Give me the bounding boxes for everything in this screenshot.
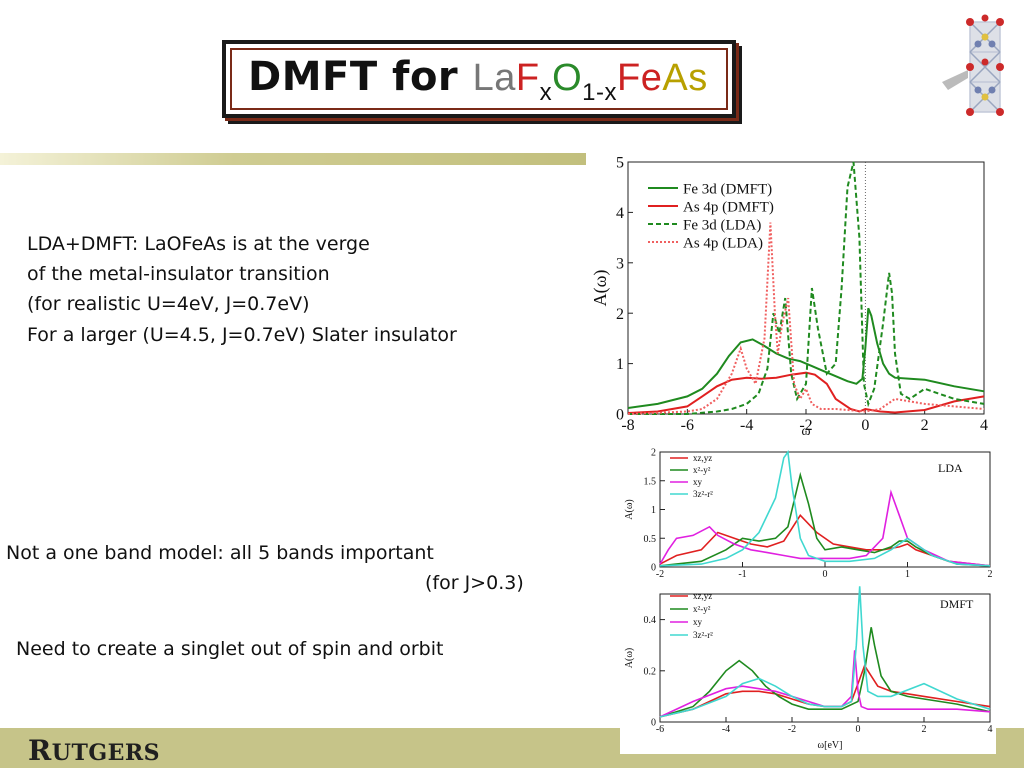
series-line	[659, 489, 991, 567]
y-tick-label: 0	[616, 407, 624, 424]
slide-title: DMFT for LaFxO1-xFeAs	[248, 54, 708, 107]
legend-label: Fe 3d (DMFT)	[683, 181, 772, 197]
text-line: (for J>0.3)	[425, 572, 524, 594]
series-line	[659, 586, 991, 718]
x-tick-label: 2	[921, 417, 929, 434]
rutgers-logo: RUTGERS	[28, 734, 161, 767]
title-box: DMFT for LaFxO1-xFeAs	[222, 40, 736, 118]
x-tick-label: -6	[656, 724, 664, 735]
series-line	[627, 371, 985, 414]
y-tick-label: 0.2	[644, 666, 657, 677]
dos-chart-dmft-orbital: -6 -4 -2 0 2 4 0 0.2 0.4 xz,yz x²-y² xy 3z²-r² A(ω) ω[…	[620, 586, 996, 754]
legend-label: x²-y²	[693, 604, 711, 614]
x-tick-label: -4	[740, 417, 753, 434]
legend-label: 3z²-r²	[693, 630, 713, 640]
y-tick-label: 0.4	[644, 615, 657, 626]
x-tick-label: -6	[681, 417, 694, 434]
formula-sub-x: x	[539, 79, 553, 106]
panel-title: LDA	[938, 461, 963, 475]
text-line: (for realistic U=4eV, J=0.7eV)	[27, 293, 310, 315]
x-tick-label: 1	[905, 569, 910, 580]
y-axis-label: A(ω)	[624, 499, 635, 519]
formula: LaFxO1-xFeAs	[472, 57, 708, 106]
series-line	[627, 307, 985, 409]
y-tick-label: 1.5	[644, 476, 657, 487]
x-tick-label: 4	[988, 724, 993, 735]
legend-label: x²-y²	[693, 465, 711, 475]
y-tick-label: 2	[616, 306, 624, 323]
y-tick-label: 5	[616, 155, 624, 172]
title-inner-border	[230, 48, 728, 110]
formula-sub-1x: 1-x	[582, 79, 617, 106]
series-line	[659, 514, 991, 567]
x-tick-label: 4	[980, 417, 988, 434]
legend-label: Fe 3d (LDA)	[683, 217, 761, 233]
x-tick-label: -2	[788, 724, 796, 735]
text-line: LDA+DMFT: LaOFeAs is at the verge	[27, 233, 370, 255]
x-axis-label: ω[eV]	[818, 740, 843, 751]
legend-label: xz,yz	[693, 453, 712, 463]
y-axis-label: A(ω)	[590, 270, 611, 307]
x-tick-label: -2	[656, 569, 664, 580]
formula-la: La	[472, 57, 516, 99]
y-tick-label: 0	[651, 563, 656, 574]
series-line	[659, 650, 991, 718]
y-axis-label: A(ω)	[624, 648, 635, 668]
text-line: For a larger (U=4.5, J=0.7eV) Slater ins…	[27, 324, 457, 346]
text-line: Need to create a singlet out of spin and…	[16, 638, 444, 660]
formula-as: As	[662, 57, 708, 99]
legend-label: As 4p (LDA)	[683, 235, 763, 251]
y-tick-label: 0	[651, 718, 656, 729]
x-tick-label: 2	[988, 569, 993, 580]
formula-o: O	[552, 57, 583, 99]
x-tick-label: 0	[861, 417, 869, 434]
legend-label: xz,yz	[693, 591, 712, 601]
text-line: Not a one band model: all 5 bands import…	[6, 542, 434, 564]
x-tick-label: -2	[799, 417, 812, 434]
top-accent-bar	[0, 153, 586, 165]
legend-label: 3z²-r²	[693, 489, 713, 499]
plot-frame	[659, 593, 991, 723]
x-tick-label: -4	[722, 724, 730, 735]
formula-fe: Fe	[617, 57, 663, 99]
x-tick-label: 0	[823, 569, 828, 580]
title-prefix: DMFT for	[248, 54, 459, 100]
series-line	[659, 471, 991, 567]
y-tick-label: 3	[616, 255, 624, 272]
y-tick-label: 2	[651, 448, 656, 459]
crystal-structure-image	[942, 14, 1004, 116]
legend-label: xy	[693, 617, 703, 627]
series-line	[659, 449, 991, 567]
x-tick-label: 0	[856, 724, 861, 735]
x-tick-label: 2	[922, 724, 927, 735]
series-line	[628, 161, 985, 415]
x-tick-label: -8	[621, 417, 634, 434]
y-tick-label: 0.5	[644, 534, 657, 545]
legend-label: As 4p (DMFT)	[683, 199, 774, 215]
dos-chart-total: -8 -6 -4 -2 0 2 4 0 1 2 3 4 5 Fe 3d (DMFT) As 4p (DMFT…	[586, 152, 996, 438]
formula-f: F	[515, 57, 540, 99]
panel-title: DMFT	[940, 597, 974, 611]
dos-chart-lda-orbital: -2 -1 0 1 2 0 0.5 1 1.5 2 xz,yz x²-y² xy 3z²-r² A(ω) LD…	[620, 440, 996, 585]
legend-label: xy	[693, 477, 703, 487]
y-tick-label: 1	[651, 505, 656, 516]
y-tick-label: 1	[616, 356, 624, 373]
x-tick-label: -1	[738, 569, 746, 580]
y-tick-label: 4	[616, 205, 624, 222]
x-axis-label: ω	[801, 424, 810, 438]
text-line: of the metal-insulator transition	[27, 263, 330, 285]
